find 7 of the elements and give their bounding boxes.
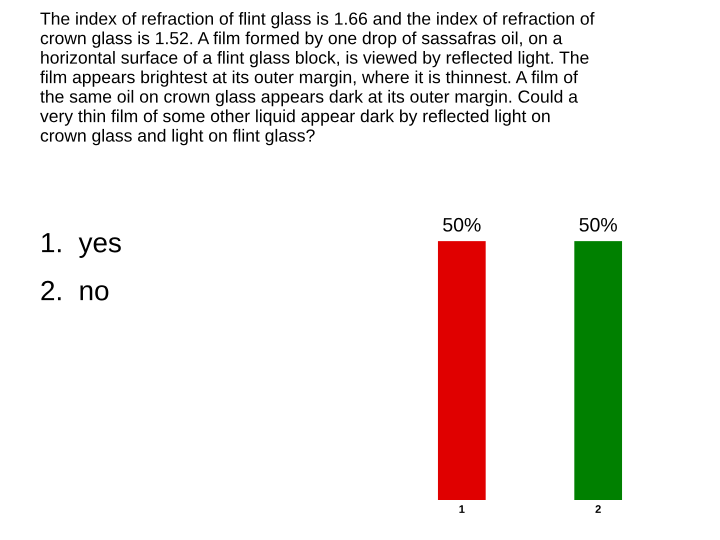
text: 1. yes [42,233,121,258]
chart-title: The index of refraction of flint glass is 1.66 and the index of refraction of crown glass is 1.52. A film formed by one drop of sassafras oil, on a horizontal surface of a flint glass block, is viewed by reflected light. The film appears brightest at its outer margin, where it is thinnest. A film of the same oil on crown glass appears dark at its outer margin. Could a very thin film of some other liquid appear dark by reflected light on crown glass and light on flint glass? [40,12,595,146]
data-label: 50% [580,218,617,232]
data-label: 50% [443,218,481,232]
x-tick-label: 1 [459,505,465,513]
text: 2. no [41,280,108,300]
x-tick-label: 2 [595,505,601,513]
